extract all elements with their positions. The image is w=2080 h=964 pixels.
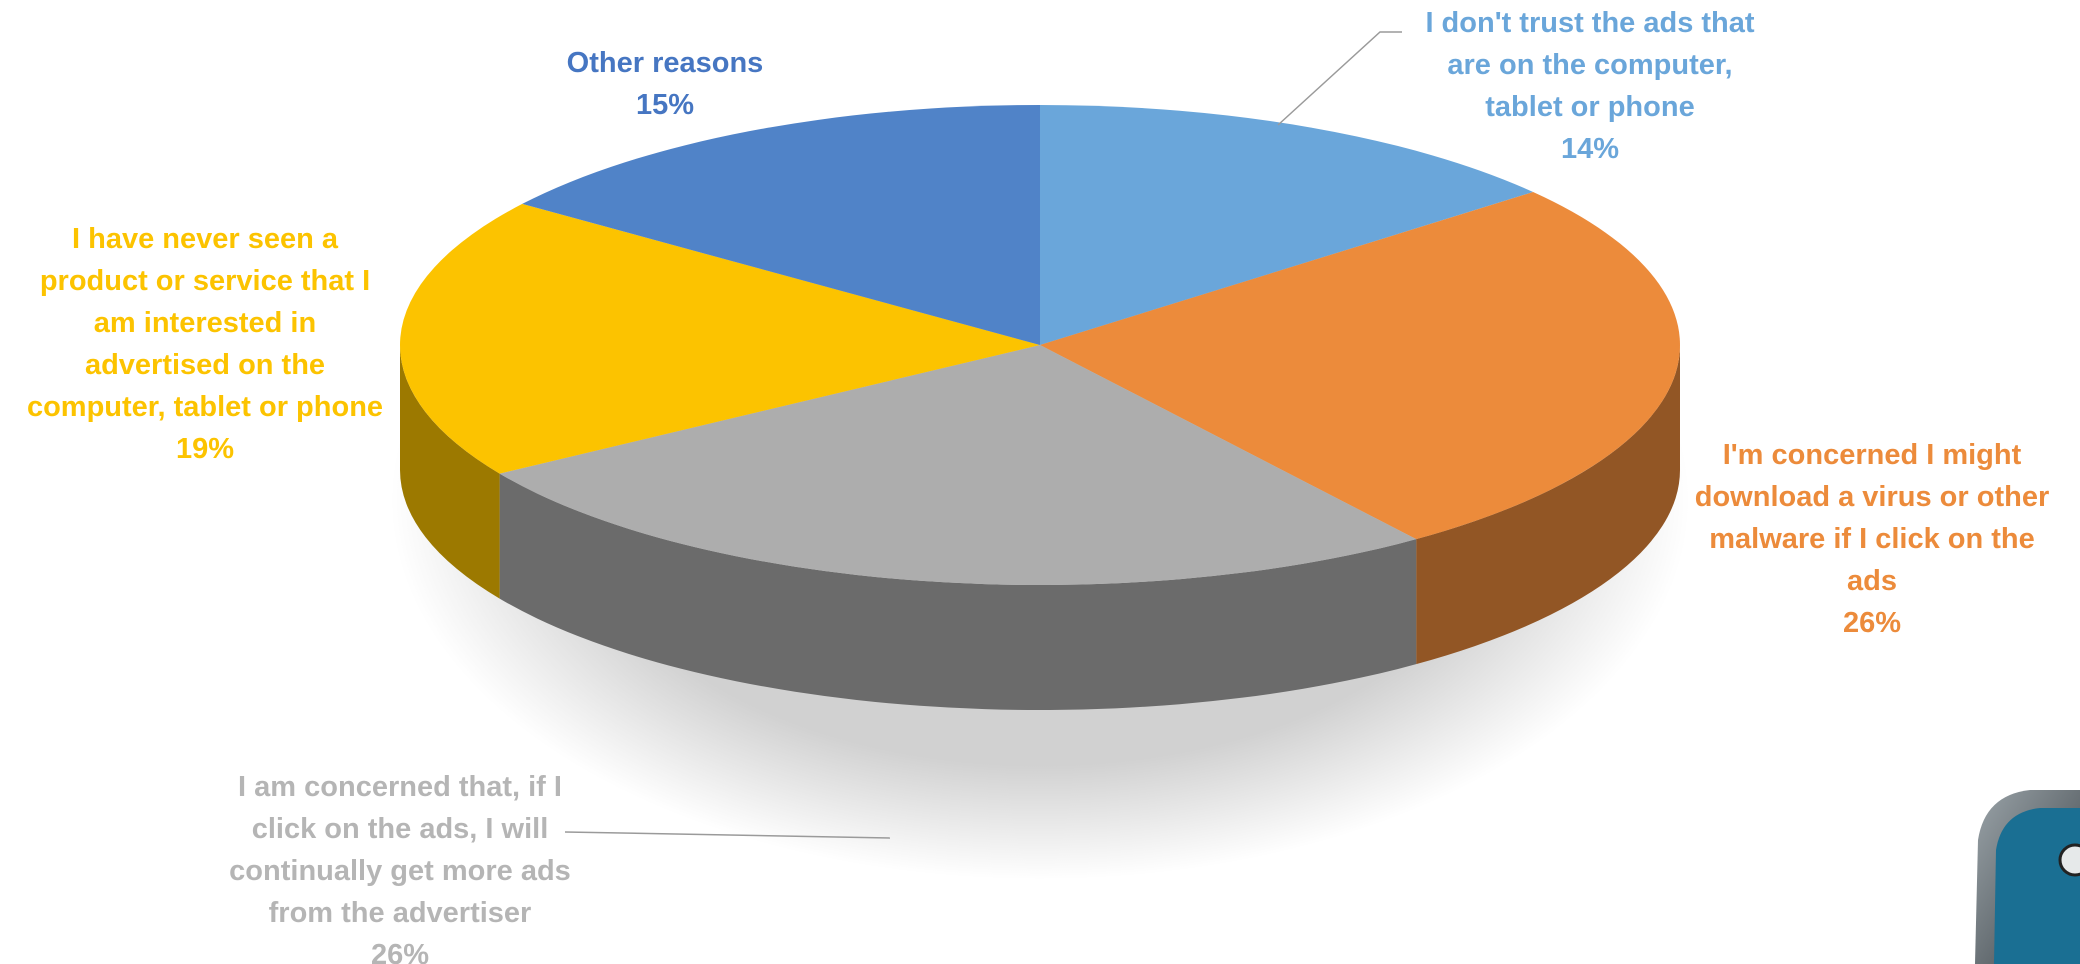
rounded-button-icon xyxy=(1975,790,2080,964)
slice-label-i-have-never-seen-a-product-or-service-t: I have never seen a product or service th… xyxy=(27,223,383,465)
leader-lines xyxy=(564,31,1402,839)
pie-slice-i-have-never-seen-a-product-or-service-t xyxy=(400,203,1040,474)
pie-slice-i-am-concerned-that-if-i-click-on-the-ad xyxy=(499,345,1417,586)
slice-label-i-m-concerned-i-might-download-a-virus-o: I'm concerned I might download a virus or… xyxy=(1695,439,2050,639)
pie-side-walls xyxy=(400,345,1681,711)
leader-line-i-don-t-trust-the-ads-that-are-on-the-co xyxy=(1277,31,1402,126)
pie-side-i-m-concerned-i-might-download-a-virus-o xyxy=(1416,345,1681,665)
pie-top-faces xyxy=(400,105,1680,586)
leader-line-i-am-concerned-that-if-i-click-on-the-ad xyxy=(564,831,891,839)
pie-side-i-have-never-seen-a-product-or-service-t xyxy=(400,345,500,599)
slice-labels: I don't trust the ads that are on the com… xyxy=(27,7,2049,964)
pie-slice-i-don-t-trust-the-ads-that-are-on-the-co xyxy=(1040,105,1534,345)
pie-slice-i-m-concerned-i-might-download-a-virus-o xyxy=(1040,192,1680,540)
slice-label-other-reasons: Other reasons 15% xyxy=(567,47,764,121)
slice-label-i-don-t-trust-the-ads-that-are-on-the-co: I don't trust the ads that are on the com… xyxy=(1425,7,1754,165)
pie-slice-other-reasons xyxy=(522,105,1040,345)
pie-side-i-am-concerned-that-if-i-click-on-the-ad xyxy=(499,473,1417,711)
